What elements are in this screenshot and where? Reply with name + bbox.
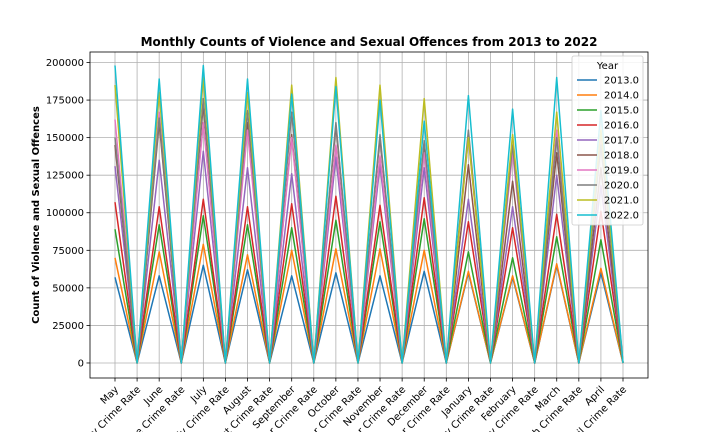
legend-label: 2013.0 — [604, 76, 639, 87]
series-line-9 — [114, 64, 624, 364]
legend-label: 2014.0 — [604, 91, 639, 102]
legend-box — [571, 55, 644, 226]
legend: Year 2013.0 2014.0 2015.0 2016.0 2017.0 2018.… — [571, 55, 644, 226]
legend-label: 2021.0 — [604, 196, 639, 207]
legend-label: 2019.0 — [604, 166, 639, 177]
legend-title: Year — [596, 61, 619, 72]
series-layer — [114, 64, 624, 364]
legend-label: 2022.0 — [604, 211, 639, 222]
series-line-3 — [114, 195, 624, 364]
y-tick-label: 150000 — [46, 133, 84, 144]
plot-frame — [89, 51, 649, 379]
y-axis-label: Count of Violence and Sexual Offences — [31, 106, 42, 324]
series-line-1 — [114, 243, 624, 364]
legend-label: 2015.0 — [604, 106, 639, 117]
y-tick-label: 200000 — [46, 58, 84, 69]
legend-label: 2016.0 — [604, 121, 639, 132]
y-tick-label: 175000 — [46, 96, 84, 107]
legend-label: 2020.0 — [604, 181, 639, 192]
y-tick-label: 0 — [78, 358, 84, 369]
chart-title: Monthly Counts of Violence and Sexual Of… — [141, 35, 598, 49]
y-axis: 0 25000 50000 75000 100000 125000 150000 175000… — [46, 58, 90, 369]
legend-label: 2018.0 — [604, 151, 639, 162]
grid — [90, 52, 648, 378]
y-tick-label: 75000 — [52, 246, 84, 257]
legend-label: 2017.0 — [604, 136, 639, 147]
y-tick-label: 50000 — [52, 283, 84, 294]
y-tick-label: 25000 — [52, 321, 84, 332]
y-tick-label: 125000 — [46, 171, 84, 182]
y-tick-label: 100000 — [46, 208, 84, 219]
